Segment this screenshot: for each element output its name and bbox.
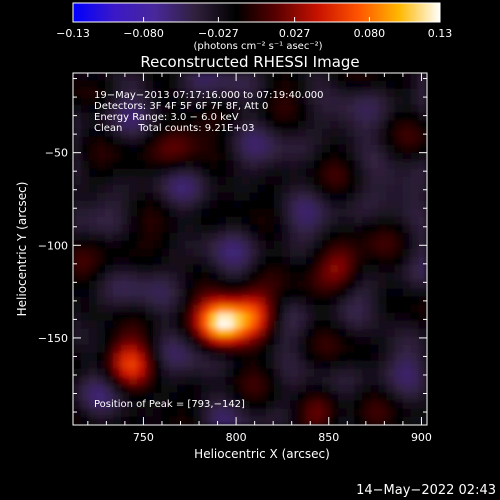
x-tick-label: 800 <box>226 431 247 444</box>
y-axis-title: Heliocentric Y (arcsec) <box>15 182 29 317</box>
colorbar-tick-label: −0.13 <box>56 27 90 40</box>
colorbar-tick-label: −0.027 <box>198 27 239 40</box>
y-tick-label: −100 <box>38 239 68 252</box>
heatmap-image <box>73 73 427 425</box>
colorbar <box>72 2 441 23</box>
info-line-energy: Energy Range: 3.0 − 6.0 keV <box>94 112 239 123</box>
y-tick-label: −50 <box>45 147 68 160</box>
info-line-counts: Clean Total counts: 9.21E+03 <box>94 123 254 134</box>
axis-ticks: 750 800 850 900 −50 −100 −150 <box>38 73 432 444</box>
peak-position-label: Position of Peak = [793,−142] <box>94 399 245 410</box>
y-tick-label: −150 <box>38 332 68 345</box>
info-line-detectors: Detectors: 3F 4F 5F 6F 7F 8F, Att 0 <box>94 101 268 112</box>
colorbar-tick-label: 0.027 <box>279 27 311 40</box>
colorbar-ticks: −0.13 −0.080 −0.027 0.027 0.080 0.13 <box>56 17 452 40</box>
plot-frame <box>72 72 428 426</box>
x-axis-title: Heliocentric X (arcsec) <box>194 447 330 461</box>
x-tick-label: 850 <box>318 431 339 444</box>
heatmap-cells <box>73 73 427 425</box>
observation-info: 19−May−2013 07:17:16.000 to 07:19:40.000… <box>94 90 324 134</box>
colorbar-tick-label: 0.13 <box>428 27 453 40</box>
colorbar-tick-label: 0.080 <box>354 27 386 40</box>
render-timestamp: 14−May−2022 02:43 <box>356 483 496 498</box>
x-tick-label: 900 <box>411 431 432 444</box>
chart-title: Reconstructed RHESSI Image <box>140 53 359 71</box>
colorbar-units: (photons cm⁻² s⁻¹ asec⁻²) <box>193 41 322 52</box>
colorbar-tick-label: −0.080 <box>123 27 164 40</box>
info-line-time: 19−May−2013 07:17:16.000 to 07:19:40.000 <box>94 90 324 101</box>
x-tick-label: 750 <box>133 431 154 444</box>
